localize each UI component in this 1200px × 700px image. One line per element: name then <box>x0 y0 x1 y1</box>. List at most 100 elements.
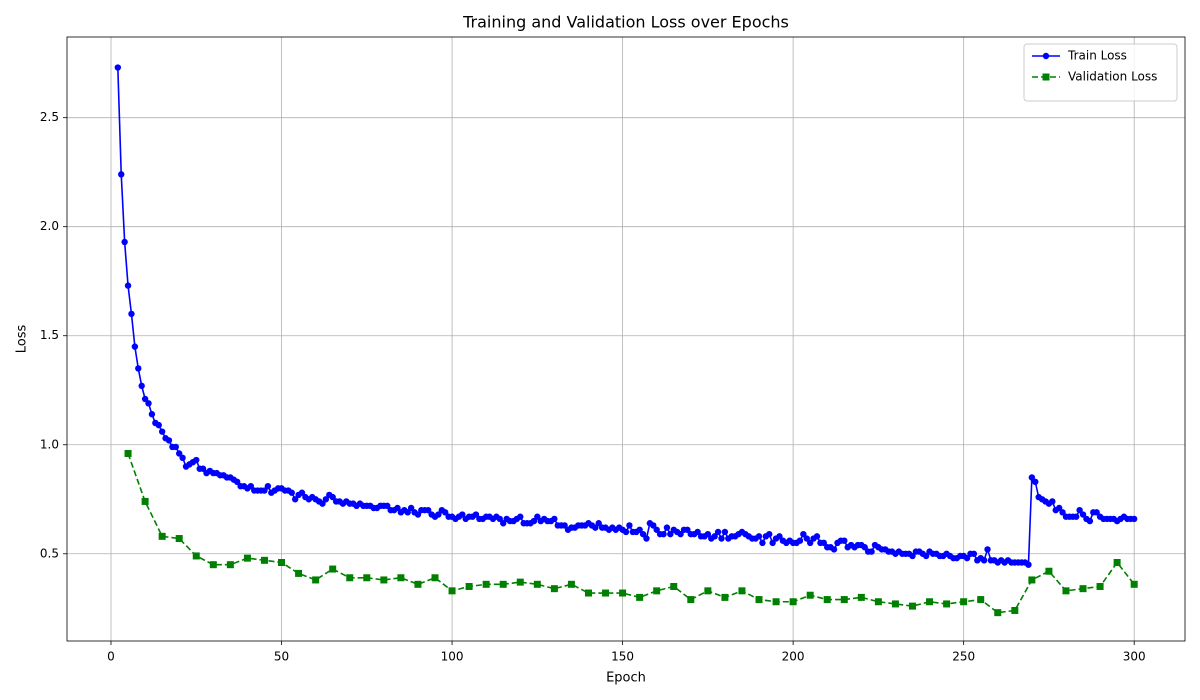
data-point <box>158 428 166 435</box>
data-point <box>424 506 432 514</box>
data-point <box>465 582 473 590</box>
legend-label: Train Loss <box>1067 49 1127 63</box>
data-point <box>595 520 602 527</box>
data-point <box>994 609 1002 617</box>
data-point <box>179 454 186 462</box>
legend-marker <box>1042 52 1050 60</box>
data-point <box>561 522 568 529</box>
data-point <box>312 576 320 584</box>
data-point <box>1079 585 1087 593</box>
data-point <box>414 511 422 518</box>
data-point <box>922 552 930 560</box>
data-point <box>622 528 630 536</box>
data-point <box>158 532 166 540</box>
data-point <box>472 511 480 518</box>
data-point <box>1130 580 1138 588</box>
data-point <box>943 600 951 608</box>
data-point <box>260 556 268 564</box>
legend-box <box>1023 43 1178 102</box>
data-point <box>397 574 405 582</box>
data-point <box>1093 509 1100 516</box>
data-point <box>984 546 991 553</box>
data-point <box>1032 478 1039 486</box>
legend-marker <box>1042 73 1050 81</box>
data-point <box>319 500 326 507</box>
data-point <box>380 576 388 584</box>
data-point <box>346 574 354 582</box>
legend-label: Validation Loss <box>1068 70 1157 84</box>
data-point <box>165 437 173 444</box>
data-point <box>766 530 773 538</box>
data-point <box>264 482 272 490</box>
data-point <box>448 587 456 595</box>
data-point <box>584 589 592 597</box>
y-axis-label: Loss <box>15 325 30 354</box>
data-point <box>1076 506 1083 514</box>
plot-frame <box>66 36 1186 642</box>
data-point <box>891 600 899 608</box>
data-point <box>813 533 821 540</box>
data-point <box>704 530 712 538</box>
data-point <box>114 64 122 71</box>
data-point <box>551 515 558 523</box>
data-point <box>650 522 657 529</box>
data-point <box>776 533 783 540</box>
data-point <box>1113 559 1121 567</box>
data-point <box>435 511 442 518</box>
data-point <box>295 569 303 577</box>
data-point <box>1059 509 1066 516</box>
data-point <box>660 530 667 538</box>
data-point <box>516 578 524 586</box>
x-tick-label: 200 <box>782 650 805 664</box>
data-point <box>172 443 179 451</box>
data-point <box>769 539 776 547</box>
data-point <box>626 522 633 529</box>
chart-title: Training and Validation Loss over Epochs <box>462 13 789 32</box>
data-point <box>131 343 139 350</box>
data-point <box>431 574 439 582</box>
data-point <box>714 528 722 536</box>
x-tick-label: 100 <box>441 650 464 664</box>
data-point <box>243 554 251 562</box>
data-point <box>141 395 149 403</box>
data-point <box>1045 567 1053 575</box>
data-point <box>199 465 207 472</box>
data-point <box>1096 582 1104 590</box>
x-tick-label: 250 <box>952 650 975 664</box>
data-point <box>1079 511 1087 518</box>
data-point <box>755 596 763 604</box>
x-tick-label: 50 <box>274 650 289 664</box>
data-point <box>643 535 650 542</box>
data-point <box>841 537 848 544</box>
data-point <box>1049 498 1056 505</box>
data-point <box>233 478 241 486</box>
data-point <box>261 487 268 494</box>
data-point <box>711 533 718 540</box>
data-point <box>687 596 695 604</box>
data-point <box>288 489 295 496</box>
data-point <box>874 598 882 606</box>
data-point <box>176 450 183 457</box>
data-point <box>407 504 415 512</box>
data-point <box>534 513 541 520</box>
data-point <box>442 509 449 516</box>
data-point <box>718 535 725 542</box>
data-point <box>803 535 810 542</box>
data-point <box>1028 474 1036 481</box>
data-point <box>926 598 934 606</box>
data-point <box>694 528 701 536</box>
data-point <box>247 482 255 490</box>
data-point <box>482 580 490 588</box>
data-point <box>840 596 848 604</box>
data-point <box>868 548 875 555</box>
data-point <box>963 554 971 562</box>
data-point <box>721 528 729 536</box>
data-point <box>459 511 466 518</box>
data-point <box>121 238 128 246</box>
data-point <box>857 593 865 601</box>
data-point <box>567 580 575 588</box>
data-point <box>667 530 674 538</box>
data-point <box>861 544 868 551</box>
data-point <box>404 509 411 516</box>
